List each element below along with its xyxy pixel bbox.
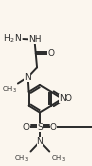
Text: NH: NH — [28, 35, 41, 44]
Text: O: O — [47, 49, 54, 58]
Text: CH$_3$: CH$_3$ — [2, 84, 17, 95]
Text: O: O — [64, 94, 71, 103]
Text: O: O — [23, 123, 30, 132]
Text: N: N — [37, 137, 43, 146]
Text: CH$_3$: CH$_3$ — [51, 154, 66, 164]
Text: N: N — [59, 94, 66, 103]
Text: N: N — [24, 73, 31, 82]
Text: S: S — [37, 123, 43, 132]
Text: H$_2$N: H$_2$N — [3, 33, 22, 45]
Text: CH$_3$: CH$_3$ — [14, 154, 29, 164]
Text: O: O — [50, 123, 57, 132]
Text: N: N — [59, 94, 66, 103]
